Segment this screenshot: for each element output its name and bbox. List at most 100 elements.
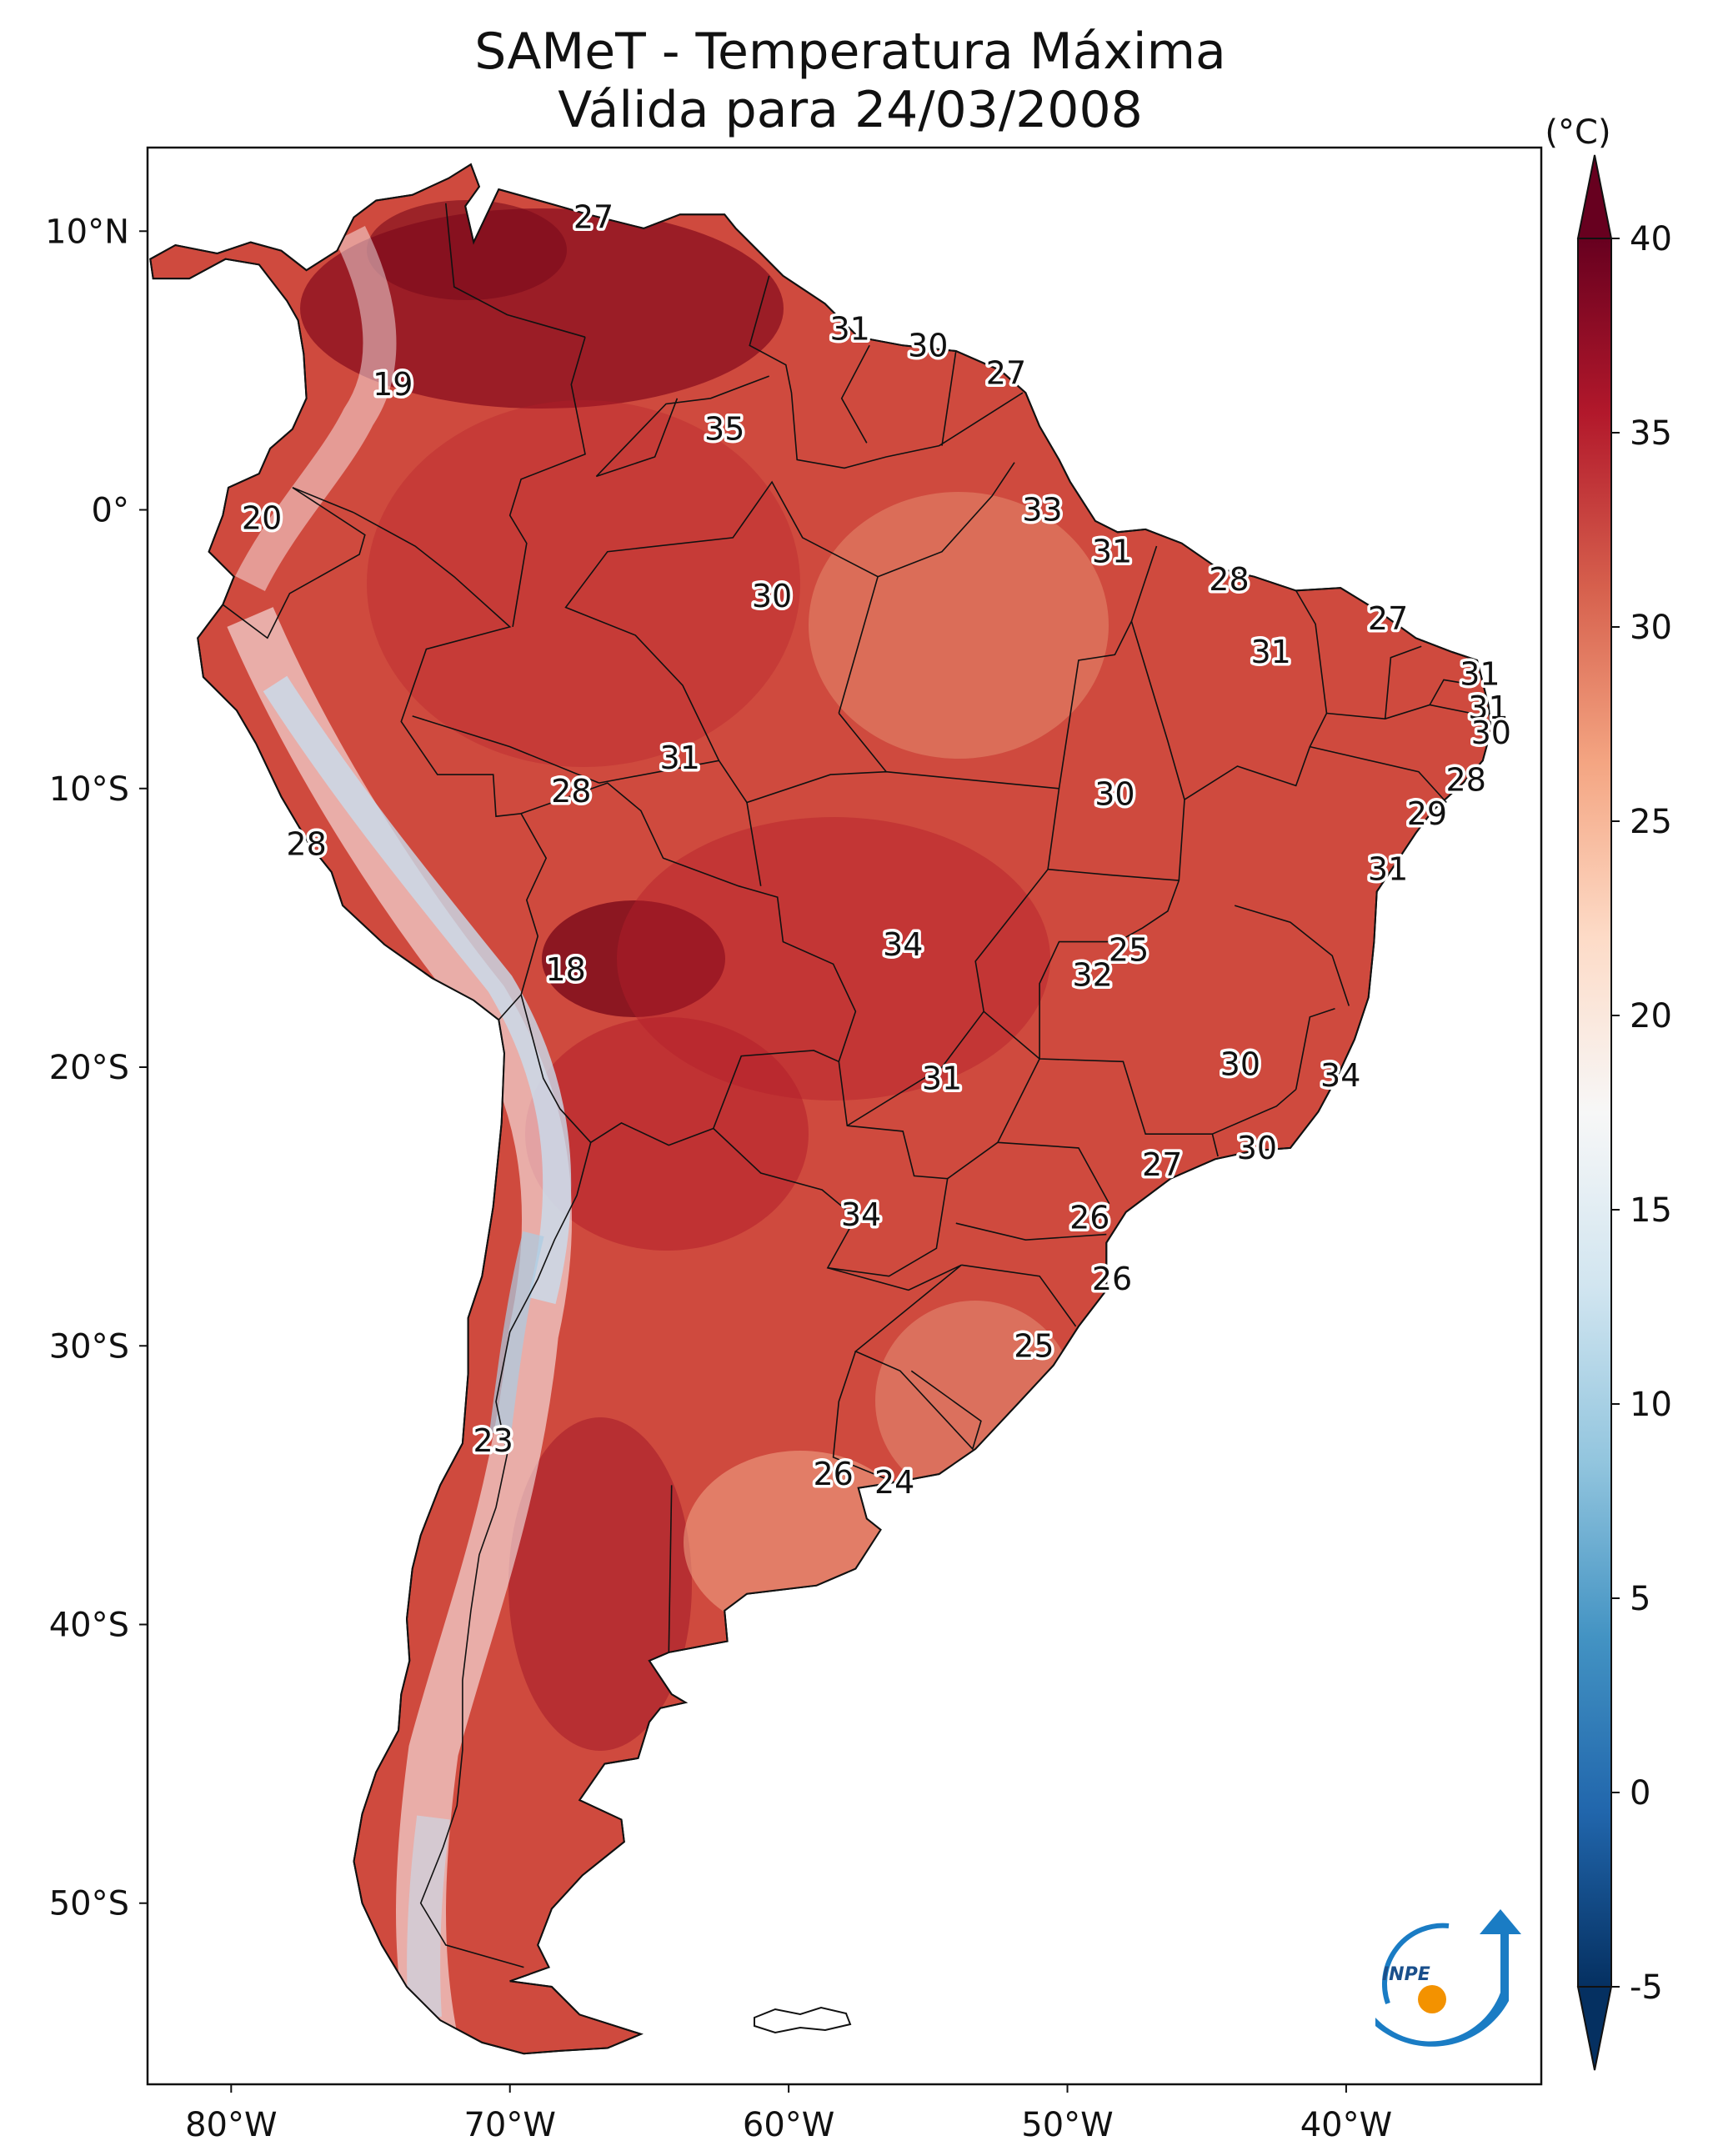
border-line bbox=[877, 462, 1015, 578]
station-label-halo: 27 bbox=[1142, 1146, 1182, 1183]
station-label-halo: 29 bbox=[1407, 795, 1447, 832]
map-title-line1: SAMeT - Temperatura Máxima bbox=[474, 23, 1226, 81]
station-value-label: 27 bbox=[986, 355, 1026, 392]
station-value-label: 28 bbox=[1446, 762, 1486, 799]
hot-zone-north bbox=[367, 200, 567, 300]
station-label-halo: 35 bbox=[704, 411, 744, 448]
station-value-label: 27 bbox=[1142, 1146, 1182, 1183]
map-title-line2: Válida para 24/03/2008 bbox=[558, 81, 1143, 139]
station-value-label: 20 bbox=[242, 500, 282, 537]
station-value-label: 31 bbox=[1460, 656, 1500, 693]
border-line bbox=[749, 275, 1024, 469]
station-label-halo: 19 bbox=[373, 366, 413, 403]
station-value-label: 29 bbox=[1407, 795, 1447, 832]
station-label-halo: 26 bbox=[1092, 1261, 1132, 1297]
colorbar-extend-min bbox=[1576, 1986, 1613, 2071]
station-value-label: 30 bbox=[1094, 775, 1134, 812]
station-label-halo: 25 bbox=[1014, 1327, 1054, 1364]
station-value-label: 18 bbox=[545, 951, 585, 988]
station-label-halo: 23 bbox=[473, 1422, 513, 1459]
station-label-halo: 31 bbox=[660, 740, 700, 776]
continent-land bbox=[149, 163, 1492, 2055]
border-line bbox=[1384, 645, 1422, 720]
station-value-label: 33 bbox=[1022, 492, 1062, 529]
colorbar-tick-label: 15 bbox=[1630, 1191, 1672, 1230]
border-line bbox=[713, 1061, 949, 1277]
coastline bbox=[149, 163, 1492, 2055]
station-label-halo: 31 bbox=[1468, 689, 1508, 726]
lon-label: 40°W bbox=[1300, 2106, 1392, 2144]
border-line bbox=[599, 760, 1059, 804]
station-label-halo: 33 bbox=[1022, 492, 1062, 529]
lat-label: 50°S bbox=[49, 1885, 129, 1923]
station-value-label: 30 bbox=[908, 327, 948, 364]
station-value-label: 31 bbox=[1468, 689, 1508, 726]
border-line bbox=[419, 1142, 592, 1968]
lat-label: 30°S bbox=[49, 1327, 129, 1366]
colorbar-tick-label: 35 bbox=[1630, 414, 1672, 453]
lat-label: 0° bbox=[92, 492, 129, 530]
colombia-andes-band bbox=[235, 226, 397, 592]
andes-cold-core bbox=[263, 675, 572, 1305]
inpe-arrow-icon bbox=[1375, 1909, 1521, 2047]
border-line bbox=[941, 350, 957, 446]
station-label-halo: 27 bbox=[1368, 600, 1408, 637]
station-value-label: 27 bbox=[1368, 600, 1408, 637]
station-label-halo: 30 bbox=[1220, 1046, 1260, 1083]
border-line bbox=[838, 712, 887, 773]
lat-label: 20°S bbox=[49, 1049, 129, 1087]
station-label-halo: 31 bbox=[1368, 851, 1408, 888]
station-value-label: 28 bbox=[286, 826, 326, 863]
station-label-halo: 31 bbox=[922, 1060, 962, 1096]
border-line bbox=[595, 375, 769, 478]
station-label-halo: 31 bbox=[1092, 534, 1132, 570]
station-label-halo: 20 bbox=[242, 500, 282, 537]
falkland-islands bbox=[754, 2006, 852, 2034]
border-line bbox=[1039, 620, 1219, 1157]
colorbar-tick-label: 0 bbox=[1630, 1774, 1650, 1813]
station-value-label: 27 bbox=[573, 199, 614, 236]
border-line bbox=[1058, 545, 1158, 789]
station-label-halo: 24 bbox=[874, 1464, 914, 1501]
border-line bbox=[445, 203, 586, 338]
colorbar-scale bbox=[1577, 238, 1612, 1988]
colorbar-tick-label: 25 bbox=[1630, 803, 1672, 841]
border-line bbox=[508, 337, 586, 628]
inpe-logo-text: INPE bbox=[1382, 1964, 1430, 1985]
border-line bbox=[840, 344, 870, 444]
station-label-halo: 34 bbox=[883, 926, 923, 963]
border-line bbox=[1212, 1089, 1297, 1135]
station-label-halo: 28 bbox=[1209, 561, 1249, 598]
border-line bbox=[1048, 868, 1180, 881]
colorbar-tick-label: -5 bbox=[1630, 1968, 1663, 2007]
station-value-label: 30 bbox=[1237, 1130, 1277, 1166]
border-line bbox=[974, 788, 1060, 1060]
station-value-label: 32 bbox=[1072, 957, 1112, 994]
station-value-label: 31 bbox=[660, 740, 700, 776]
border-line bbox=[1234, 905, 1350, 1006]
inpe-sun-icon bbox=[1418, 1985, 1446, 2013]
station-label-halo: 31 bbox=[830, 310, 870, 347]
colorbar-extend-max bbox=[1576, 154, 1613, 239]
station-label-halo: 18 bbox=[545, 951, 585, 988]
station-label-halo: 28 bbox=[551, 773, 591, 810]
border-line bbox=[1310, 745, 1447, 804]
station-label-halo: 30 bbox=[908, 327, 948, 364]
station-value-label: 28 bbox=[551, 773, 591, 810]
station-value-label: 31 bbox=[1092, 534, 1132, 570]
border-line bbox=[222, 487, 366, 639]
patagonia-cold-tip bbox=[407, 1815, 450, 2019]
station-label-halo: 30 bbox=[1471, 714, 1511, 751]
lon-label: 50°W bbox=[1021, 2106, 1113, 2144]
hot-zone-patagonia bbox=[508, 1417, 692, 1751]
border-line bbox=[827, 1264, 982, 1451]
border-line bbox=[846, 1010, 984, 1126]
border-line bbox=[564, 480, 879, 761]
border-line bbox=[955, 1222, 1107, 1241]
inpe-logo: INPE bbox=[1375, 1909, 1521, 2047]
lat-label: 10°S bbox=[49, 770, 129, 809]
station-label-halo: 30 bbox=[1094, 775, 1134, 812]
station-label-halo: 31 bbox=[1250, 634, 1290, 670]
